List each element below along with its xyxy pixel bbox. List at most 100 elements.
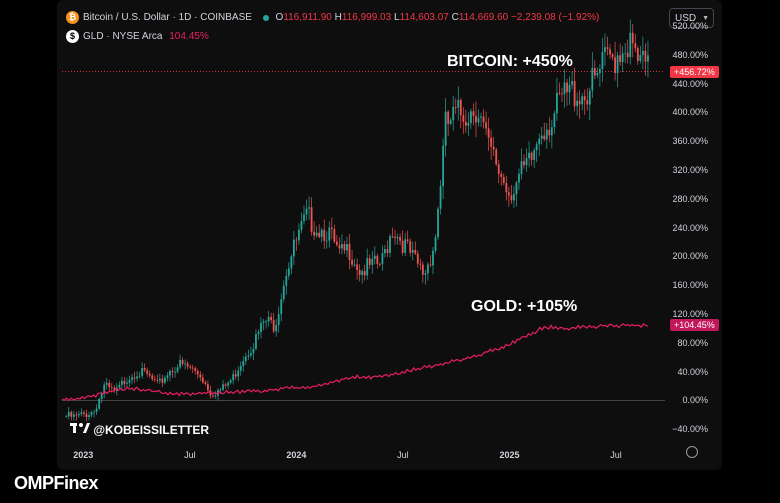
btc-candle — [401, 240, 404, 253]
y-tick-label: 320.00% — [672, 165, 708, 175]
btc-candle — [138, 375, 141, 377]
btc-candle — [437, 208, 439, 238]
btc-candle — [647, 55, 649, 62]
btc-candle — [318, 232, 321, 237]
btc-candle — [260, 322, 262, 333]
btc-candle — [492, 146, 495, 150]
btc-candle — [103, 384, 106, 394]
btc-candle — [434, 237, 437, 251]
btc-candle — [222, 384, 224, 390]
btc-candle — [330, 227, 333, 230]
btc-candle — [174, 371, 176, 373]
btc-candle — [232, 374, 235, 381]
btc-candle — [505, 182, 508, 193]
btc-candle — [636, 48, 639, 62]
btc-candle — [538, 138, 541, 145]
btc-candle — [70, 412, 73, 417]
btc-candle — [287, 268, 290, 276]
btc-candle — [335, 241, 338, 246]
btc-candle — [553, 113, 556, 128]
btc-candle — [576, 100, 579, 107]
btc-candle — [629, 32, 632, 58]
y-tick-label: 160.00% — [672, 280, 708, 291]
btc-candle — [305, 208, 308, 215]
btc-candle — [558, 92, 561, 94]
btc-candle — [219, 389, 222, 391]
btc-candle — [550, 127, 553, 136]
btc-candle — [98, 398, 101, 409]
ohlc-high-value: 116,999.03 — [341, 12, 392, 24]
btc-candle — [80, 412, 83, 415]
btc-candle — [270, 316, 273, 321]
btc-candle — [351, 259, 353, 265]
btc-candle — [267, 316, 270, 322]
market-status-icon — [262, 14, 269, 21]
btc-candle — [454, 106, 457, 108]
y-tick-label: 360.00% — [672, 136, 708, 147]
btc-candle — [78, 414, 80, 416]
btc-candle — [282, 285, 285, 300]
btc-candle — [237, 370, 240, 377]
chart-area[interactable] — [57, 0, 722, 470]
btc-candle — [361, 271, 364, 275]
btc-candle — [571, 81, 573, 85]
btc-candle — [376, 255, 379, 264]
btc-legend[interactable]: ₿ Bitcoin / U.S. Dollar · 1D · COINBASE O… — [66, 11, 599, 24]
gld-legend[interactable]: $ GLD · NYSE Arca 104.45% — [66, 30, 209, 43]
x-tick-label: 2023 — [73, 450, 94, 460]
btc-candle — [525, 158, 528, 166]
btc-candle — [265, 321, 267, 323]
btc-candle — [358, 269, 361, 275]
btc-candle — [118, 384, 121, 388]
btc-candle — [631, 32, 634, 44]
btc-candle — [416, 253, 419, 264]
btc-candle — [459, 99, 462, 116]
btc-candle — [427, 264, 429, 274]
watermark-text: @KOBEISSILETTER — [93, 423, 210, 437]
currency-select[interactable]: USD ▼ — [669, 8, 714, 28]
btc-candle — [490, 137, 493, 147]
btc-candle — [196, 370, 199, 375]
btc-candle — [204, 382, 207, 385]
gld-value: 104.45% — [169, 31, 209, 43]
btc-candle — [596, 73, 599, 76]
y-tick-label: 400.00% — [672, 107, 708, 118]
btc-candle — [156, 379, 159, 381]
btc-candle — [224, 384, 227, 386]
btc-candle — [485, 122, 487, 129]
btc-candle — [95, 408, 98, 412]
btc-candle — [462, 115, 465, 122]
btc-candle — [543, 135, 546, 140]
btc-title: Bitcoin / U.S. Dollar · 1D · COINBASE — [83, 12, 252, 24]
btc-candle — [141, 368, 144, 376]
ohlc-open-value: 116,911.90 — [283, 12, 332, 24]
ohlc-change: −2,239.08 (−1.92%) — [510, 12, 600, 24]
btc-candle — [366, 258, 369, 276]
btc-candle — [171, 371, 174, 373]
settings-icon[interactable] — [686, 446, 698, 458]
btc-candle — [384, 249, 386, 254]
btc-candle — [566, 82, 568, 93]
btc-candle — [72, 414, 75, 417]
btc-candle — [341, 244, 343, 249]
btc-candle — [641, 50, 644, 56]
btc-candle — [429, 264, 432, 266]
btc-candle — [497, 164, 500, 174]
bitcoin-annotation: BITCOIN: +450% — [447, 53, 573, 70]
btc-candle — [100, 393, 103, 399]
y-tick-label: 520.00% — [672, 21, 708, 31]
btc-candle — [439, 186, 442, 209]
btc-candle — [244, 356, 247, 361]
btc-candle — [272, 320, 275, 332]
btc-candle — [619, 55, 622, 63]
ohlc-low-label: L — [393, 12, 400, 24]
btc-candle — [394, 236, 396, 239]
btc-candle — [381, 253, 384, 265]
btc-candle — [606, 47, 609, 49]
btc-candle — [90, 412, 93, 416]
y-tick-label: 120.00% — [672, 309, 708, 319]
btc-candle — [252, 348, 255, 354]
btc-candle — [378, 263, 381, 265]
btc-candle — [275, 324, 278, 332]
